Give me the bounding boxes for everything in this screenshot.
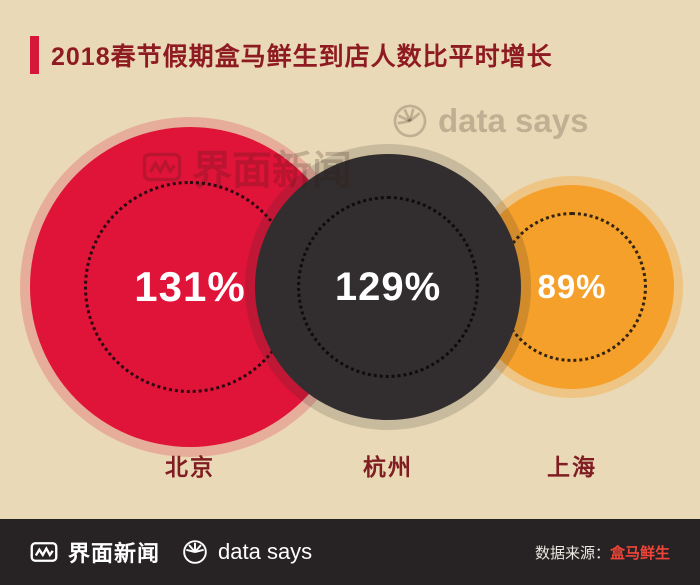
bubble-hangzhou-dotted-ring <box>297 196 479 378</box>
footer-brand-datasays-text: data says <box>218 539 313 564</box>
label-beijing: 北京 <box>165 454 215 480</box>
footer-brand-datasays: data says <box>182 539 312 565</box>
footer-bar: 界面新闻 data says 数据来源：盒马鲜生 <box>0 519 700 585</box>
jiemian-logo-icon-footer <box>30 538 58 566</box>
title-accent-bar <box>30 36 39 74</box>
watermark-datasays: data says <box>392 102 588 140</box>
bubble-hangzhou: 129% <box>255 154 521 420</box>
data-source: 数据来源：盒马鲜生 <box>535 542 670 563</box>
datasays-logo-icon-footer <box>182 539 208 565</box>
data-source-label: 数据来源： <box>534 544 610 562</box>
footer-brand-jiemian-text: 界面新闻 <box>68 541 161 566</box>
label-hangzhou: 杭州 <box>363 454 413 480</box>
footer-brand-jiemian: 界面新闻 <box>30 536 160 568</box>
chart-title: 2018春节假期盒马鲜生到店人数比平时增长 <box>51 43 553 71</box>
label-shanghai: 上海 <box>547 454 597 480</box>
title-row: 2018春节假期盒马鲜生到店人数比平时增长 <box>30 36 553 74</box>
bubble-beijing-value: 131% <box>134 263 246 310</box>
watermark-datasays-text: data says <box>438 102 589 139</box>
bubble-hangzhou-value: 129% <box>334 264 442 309</box>
data-source-value: 盒马鲜生 <box>609 544 670 562</box>
bubble-shanghai-value: 89% <box>537 268 607 305</box>
datasays-logo-icon <box>392 103 428 139</box>
